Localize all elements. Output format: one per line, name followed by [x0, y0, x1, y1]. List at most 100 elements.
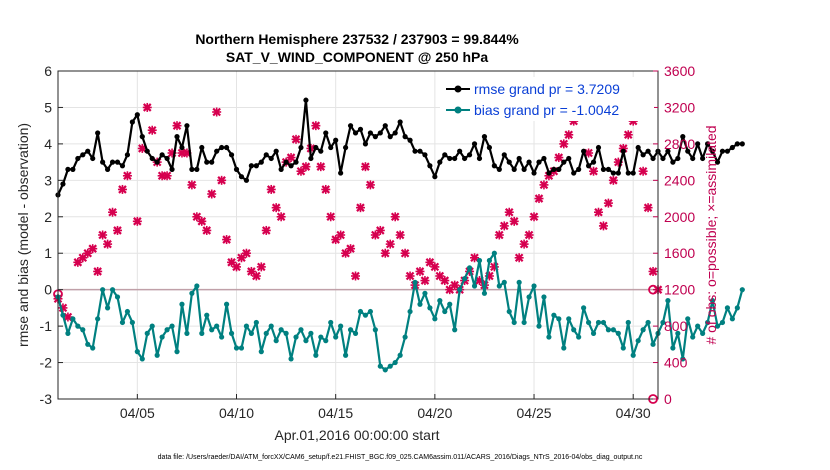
bias-point	[452, 327, 458, 333]
bias-point	[576, 334, 582, 340]
right-tick-label: 3200	[664, 99, 695, 115]
obs-assimilated-marker	[217, 175, 227, 185]
rmse-point	[129, 119, 135, 125]
bias-point	[680, 356, 686, 362]
obs-assimilated-marker	[643, 203, 653, 213]
rmse-point	[561, 159, 567, 165]
left-tick-label: 3	[44, 172, 52, 188]
bias-point	[298, 327, 304, 333]
rmse-point	[134, 112, 140, 118]
right-tick-label: 3600	[664, 63, 695, 79]
bias-point	[709, 298, 716, 304]
obs-assimilated-marker	[504, 207, 514, 217]
obs-assimilated-marker	[113, 225, 123, 235]
bias-point	[615, 330, 621, 336]
rmse-point	[308, 155, 314, 162]
bias-point	[100, 287, 106, 293]
rmse-point	[630, 170, 636, 176]
bias-point	[724, 305, 731, 311]
bias-point	[739, 287, 745, 293]
rmse-point	[566, 155, 572, 162]
rmse-point	[462, 155, 468, 162]
bias-point	[695, 323, 701, 329]
bias-point	[610, 327, 616, 333]
obs-assimilated-marker	[88, 244, 98, 254]
bias-point	[288, 356, 294, 362]
bias-point	[729, 316, 735, 322]
rmse-point	[372, 134, 378, 140]
rmse-point	[338, 170, 344, 176]
bias-point	[546, 334, 552, 340]
bias-point	[714, 323, 721, 329]
rmse-point	[719, 148, 726, 154]
rmse-point	[273, 148, 279, 154]
obs-assimilated-marker	[147, 125, 157, 135]
rmse-point	[585, 163, 592, 169]
obs-assimilated-marker	[162, 171, 172, 181]
bias-point	[486, 257, 493, 264]
bias-point	[233, 345, 240, 351]
obs-assimilated-marker	[286, 153, 296, 163]
left-tick-label: 4	[44, 136, 52, 152]
rmse-point	[640, 152, 646, 158]
obs-assimilated-marker	[499, 221, 509, 231]
bias-point	[159, 334, 165, 340]
bias-point	[630, 352, 636, 358]
bias-point	[407, 308, 413, 315]
rmse-point	[590, 159, 597, 165]
bias-point	[303, 338, 309, 344]
rmse-point	[343, 144, 349, 151]
rmse-point	[362, 141, 369, 147]
rmse-point	[65, 166, 71, 172]
rmse-point	[144, 148, 150, 154]
x-tick-label: 04/10	[219, 405, 254, 421]
rmse-point	[417, 148, 423, 154]
bias-point	[70, 316, 76, 322]
rmse-point	[367, 130, 373, 136]
obs-assimilated-marker	[405, 271, 415, 281]
bias-point	[481, 290, 488, 296]
rmse-point	[214, 148, 220, 154]
obs-assimilated-marker	[598, 221, 608, 231]
bias-point	[665, 298, 671, 304]
obs-assimilated-marker	[519, 239, 529, 249]
bias-point	[273, 338, 279, 344]
obs-assimilated-marker	[440, 276, 450, 286]
rmse-point	[164, 155, 170, 162]
bias-point	[719, 319, 726, 326]
chart-title: Northern Hemisphere 237532 / 237903 = 99…	[195, 31, 519, 47]
rmse-point	[119, 163, 126, 169]
rmse-point	[685, 148, 691, 154]
rmse-point	[605, 166, 612, 172]
bias-point	[541, 294, 547, 300]
rmse-point	[243, 177, 250, 183]
bias-point	[194, 283, 200, 289]
bias-point	[263, 330, 269, 336]
x-tick-label: 04/25	[517, 405, 552, 421]
bias-point	[551, 312, 557, 318]
obs-assimilated-marker	[589, 166, 599, 176]
rmse-point	[313, 144, 319, 151]
obs-assimilated-marker	[603, 198, 613, 208]
bias-point	[283, 330, 289, 336]
bias-point	[179, 301, 185, 307]
left-tick-label: -3	[40, 391, 53, 407]
rmse-point	[714, 159, 721, 165]
legend-bias-marker	[454, 106, 462, 114]
bias-point	[566, 316, 572, 322]
rmse-point	[184, 123, 190, 129]
rmse-point	[70, 166, 76, 172]
rmse-point	[278, 166, 284, 172]
obs-assimilated-marker	[539, 180, 549, 190]
rmse-point	[288, 163, 294, 169]
obs-assimilated-marker	[172, 121, 182, 131]
x-axis-ticks: 04/05 04/10 04/15 04/20 04/25 04/30	[120, 394, 651, 421]
obs-assimilated-marker	[316, 162, 326, 172]
obs-assimilated-marker	[593, 207, 603, 217]
legend-bias-label: bias grand pr = -1.0042	[474, 102, 619, 118]
bias-point	[432, 316, 438, 322]
x-tick-label: 04/20	[417, 405, 452, 421]
right-tick-label: 2800	[664, 136, 695, 152]
rmse-point	[253, 163, 259, 169]
